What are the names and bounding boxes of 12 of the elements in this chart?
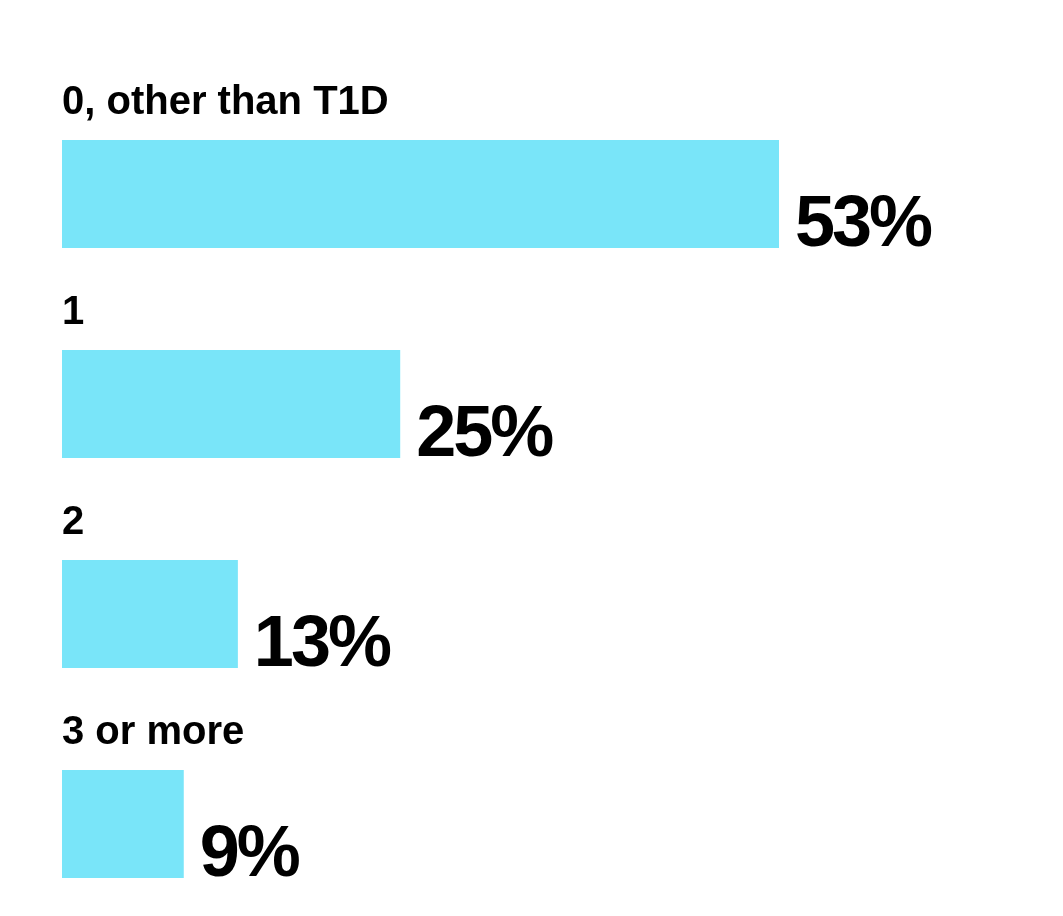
bar [62,560,238,668]
data-label: 9% [199,811,300,891]
data-label: 13% [253,601,391,681]
bar [62,140,779,248]
y-tick-label: 3 or more [62,708,245,752]
bar [62,770,184,878]
y-tick-label: 0, other than T1D [62,78,389,122]
data-label: 53% [795,181,933,261]
y-tick-label: 1 [62,288,85,332]
data-label: 25% [416,391,554,471]
y-tick-label: 2 [62,498,85,542]
bar [62,350,401,458]
